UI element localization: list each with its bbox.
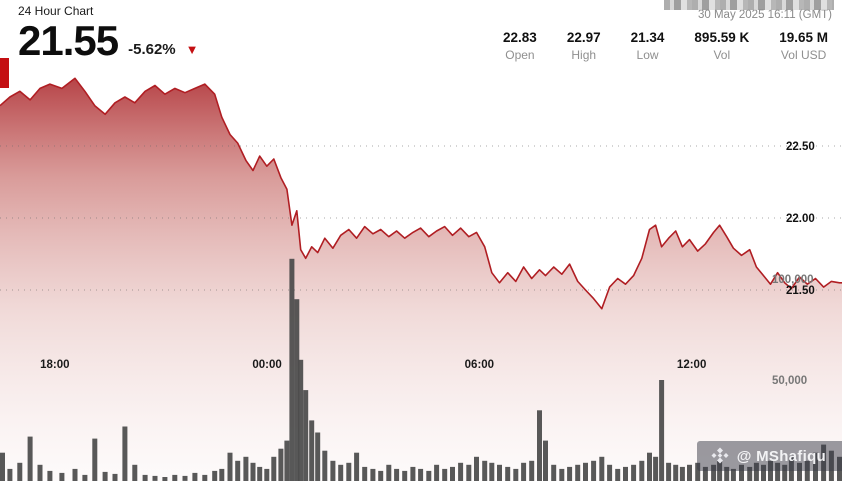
svg-text:22.00: 22.00: [786, 213, 815, 225]
svg-text:50,000: 50,000: [772, 375, 807, 387]
stat-high: 22.97 High: [567, 30, 601, 62]
svg-text:100,000: 100,000: [772, 274, 814, 286]
stat-open-value: 22.83: [503, 30, 537, 45]
svg-text:18:00: 18:00: [40, 359, 69, 371]
stat-vol: 895.59 K Vol: [694, 30, 749, 62]
chart-period-label: 24 Hour Chart: [18, 4, 94, 18]
stat-low-label: Low: [636, 48, 659, 62]
svg-text:00:00: 00:00: [252, 359, 281, 371]
stat-vol-label: Vol: [713, 48, 731, 62]
stats-row: 22.83 Open 22.97 High 21.34 Low 895.59 K…: [503, 30, 828, 62]
price-header: 24 Hour Chart 21.55 -5.62% ▼: [18, 4, 199, 62]
watermark: @ MShafiqu: [696, 441, 842, 471]
svg-text:12:00: 12:00: [677, 359, 706, 371]
binance-logo-icon: [711, 447, 729, 464]
stat-high-label: High: [571, 48, 597, 62]
svg-text:06:00: 06:00: [465, 359, 494, 371]
stat-vol-usd-value: 19.65 M: [779, 30, 828, 45]
stat-low-value: 21.34: [630, 30, 665, 45]
watermark-handle: @ MShafiqu: [736, 447, 826, 465]
current-price: 21.55: [18, 17, 119, 64]
stat-vol-usd-label: Vol USD: [780, 48, 827, 62]
stat-vol-usd: 19.65 M Vol USD: [779, 30, 828, 62]
stat-high-value: 22.97: [566, 30, 601, 45]
stat-low: 21.34 Low: [631, 30, 665, 62]
timestamp: 30 May 2025 16:11 (GMT): [697, 9, 832, 21]
price-change-percent: -5.62%: [128, 41, 176, 58]
svg-text:21.50: 21.50: [786, 285, 815, 297]
svg-text:22.50: 22.50: [786, 141, 815, 153]
stat-open: 22.83 Open: [503, 30, 537, 62]
stat-open-label: Open: [505, 48, 535, 62]
down-triangle-icon: ▼: [185, 42, 199, 57]
obscured-ticker-text: [664, 0, 834, 10]
stat-vol-value: 895.59 K: [694, 30, 750, 45]
